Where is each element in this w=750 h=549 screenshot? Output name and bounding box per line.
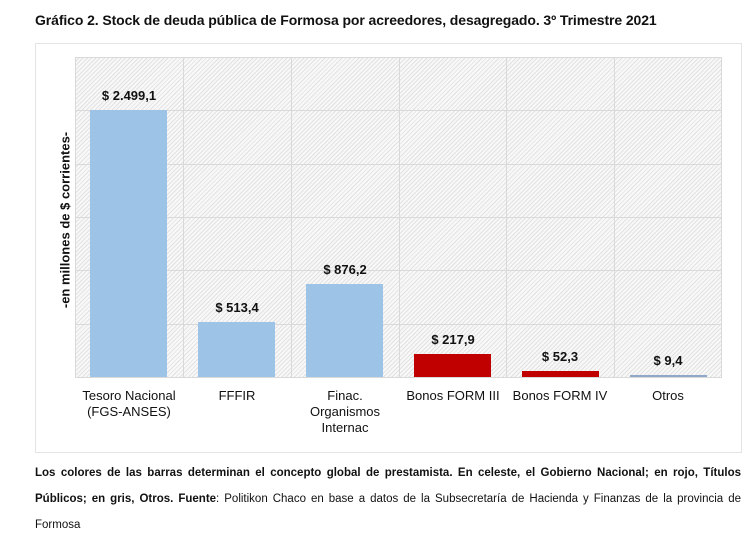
bar-0: [90, 110, 167, 377]
data-label: $ 876,2: [323, 262, 367, 277]
horizontal-gridline: [75, 270, 722, 271]
bar-4: [522, 371, 599, 377]
horizontal-gridline: [75, 377, 722, 378]
bar-5: [630, 375, 707, 377]
y-axis-label: -en millones de $ corrientes-: [57, 131, 73, 309]
x-tick-label: Bonos FORM IV: [512, 388, 608, 403]
bar-3: [414, 353, 491, 377]
data-label: $ 217,9: [431, 332, 475, 347]
bar-2: [306, 283, 383, 377]
plot-area: $ 2.499,1 $ 513,4 $ 876,2 $ 217,9 $ 52,3 $ 9,…: [75, 57, 722, 378]
chart-caption: Los colores de las barras determinan el …: [35, 460, 741, 538]
chart-title: Gráfico 2. Stock de deuda pública de For…: [35, 12, 657, 28]
vertical-gridline: [399, 57, 400, 377]
data-label: $ 513,4: [215, 300, 259, 315]
vertical-gridline: [183, 57, 184, 377]
vertical-gridline: [721, 57, 722, 377]
vertical-gridline: [75, 57, 76, 377]
horizontal-gridline: [75, 164, 722, 165]
bar-1: [198, 322, 275, 377]
x-tick-label: Tesoro Nacional (FGS-ANSES): [82, 388, 176, 419]
horizontal-gridline: [75, 217, 722, 218]
data-label: $ 9,4: [653, 353, 683, 368]
x-tick-label: Finac. Organismos Internac: [309, 388, 381, 435]
horizontal-gridline: [75, 324, 722, 325]
caption-source: : Politikon Chaco en base a datos de la …: [35, 493, 741, 531]
vertical-gridline: [614, 57, 615, 377]
x-tick-label: Bonos FORM III: [406, 388, 500, 403]
vertical-gridline: [506, 57, 507, 377]
data-label: $ 2.499,1: [101, 88, 157, 103]
vertical-gridline: [291, 57, 292, 377]
horizontal-gridline: [75, 57, 722, 58]
x-tick-label: FFFIR: [218, 388, 256, 403]
horizontal-gridline: [75, 110, 722, 111]
x-tick-label: Otros: [652, 388, 684, 403]
data-label: $ 52,3: [541, 349, 579, 364]
caption-bold: Los colores de las barras determinan el …: [35, 467, 741, 505]
